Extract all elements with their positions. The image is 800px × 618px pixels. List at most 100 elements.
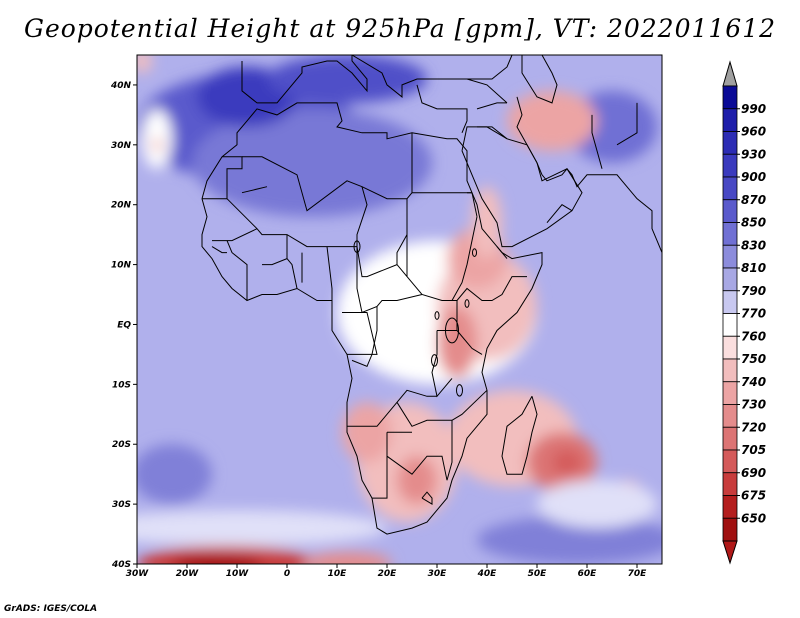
colorbar-swatch	[722, 517, 738, 542]
colorbar-swatch	[722, 244, 738, 269]
colorbar-label: 810	[741, 261, 766, 275]
lat-tick-label: 40S	[111, 560, 131, 570]
colorbar-label: 690	[741, 466, 766, 480]
colorbar-swatch	[722, 381, 738, 405]
country-border	[242, 132, 413, 212]
colorbar-swatch	[722, 426, 738, 451]
country-border	[516, 96, 528, 146]
field-cape-low	[302, 552, 392, 564]
colorbar-swatch	[722, 199, 738, 223]
chart-title: Geopotential Height at 925hPa [gpm], VT:…	[23, 14, 777, 43]
field-red-sea-low	[472, 186, 502, 259]
country-border	[211, 246, 227, 254]
country-border	[591, 114, 603, 169]
colorbar-label: 770	[741, 307, 766, 321]
country-border	[386, 432, 448, 481]
field-south-atlantic-low-core	[172, 555, 262, 564]
colorbar-label: 790	[741, 284, 766, 298]
colorbar-label: 900	[741, 170, 766, 184]
lat-tick-label: 10S	[112, 380, 131, 390]
colorbar-label: 740	[741, 375, 766, 389]
country-border	[496, 246, 508, 259]
arabia-coastline	[461, 126, 583, 248]
lake-outline	[353, 240, 361, 253]
colorbar-label: 650	[741, 511, 766, 525]
lat-axis: 40N 30N 20N 10N EQ 10S 20S 30S 40S	[110, 81, 137, 570]
field-sahara-high	[192, 108, 432, 217]
colorbar-label: 990	[741, 102, 766, 116]
lon-tick-label: 20E	[378, 569, 398, 579]
colorbar-swatch	[722, 313, 738, 337]
country-border	[396, 402, 453, 481]
levant-coastline	[416, 84, 468, 133]
colorbar-swatch	[722, 267, 738, 292]
lat-tick-label: 30S	[112, 500, 131, 510]
field-west-atlantic-high	[137, 444, 212, 505]
lon-tick-label: 30W	[126, 569, 150, 579]
country-border	[347, 389, 437, 427]
colorbar-label: 850	[741, 216, 766, 230]
field-canary-white	[142, 108, 172, 169]
lat-tick-label: 20S	[112, 440, 131, 450]
field-arabia-low	[507, 90, 597, 151]
colorbar-swatch	[722, 85, 738, 110]
field-contours	[137, 55, 662, 564]
country-border	[466, 78, 508, 104]
lat-tick-label: EQ	[117, 320, 131, 330]
colorbar-label: 870	[741, 193, 766, 207]
lat-tick-label: 10N	[111, 261, 132, 271]
africa-coastline	[201, 102, 543, 535]
field-nw-corner-low	[137, 55, 152, 73]
lake-outline	[472, 248, 477, 257]
colorbar-label: 720	[741, 420, 766, 434]
country-border	[546, 204, 573, 224]
lon-tick-label: 30E	[428, 569, 448, 579]
country-border	[326, 246, 333, 301]
colorbar-label: 675	[741, 489, 766, 503]
colorbar-swatch	[722, 176, 738, 201]
colorbar-swatch	[722, 290, 738, 314]
colorbar-swatch	[722, 404, 738, 428]
lon-tick-label: 10E	[328, 569, 348, 579]
europe-coastline	[241, 55, 513, 104]
colorbar-label: 760	[741, 329, 766, 343]
lake-outline	[464, 299, 470, 308]
colorbar-swatch	[722, 131, 738, 155]
credit-text: GrADS: IGES/COLA	[4, 604, 98, 614]
madagascar-coastline	[501, 396, 538, 475]
field-angola-low	[342, 402, 392, 463]
caspian-coastline	[521, 55, 558, 104]
colorbar: 990 960 930 900 870 850 830 810 790 770 760 750 740 7…	[722, 60, 766, 565]
country-border	[202, 156, 243, 200]
country-border	[286, 234, 298, 289]
colorbar-label: 705	[741, 443, 766, 457]
country-border	[451, 216, 478, 301]
lon-tick-label: 70E	[628, 569, 648, 579]
lon-tick-label: 20W	[176, 569, 200, 579]
gulf-coastline	[526, 144, 662, 253]
field-madagascar-core	[552, 450, 582, 475]
country-border	[431, 330, 453, 398]
field-mediterranean-high	[267, 55, 427, 103]
lon-tick-label: 0	[284, 569, 290, 579]
colorbar-label: 960	[741, 125, 766, 139]
lake-outline	[445, 317, 459, 344]
lake-outline	[431, 354, 438, 367]
colorbar-swatch	[722, 495, 738, 519]
field-canary-low	[152, 138, 162, 151]
country-border	[456, 330, 483, 355]
colorbar-swatch	[722, 222, 738, 246]
colorbar-label: 830	[741, 238, 766, 252]
colorbar-swatch	[722, 449, 738, 474]
lat-tick-label: 40N	[110, 81, 132, 91]
colorbar-label: 730	[741, 398, 766, 412]
lake-outline	[434, 311, 440, 320]
country-border	[351, 306, 378, 368]
lat-tick-label: 30N	[111, 141, 132, 151]
lon-tick-label: 40E	[477, 569, 498, 579]
country-outlines	[201, 55, 662, 535]
colorbar-swatch	[722, 358, 738, 383]
country-border	[262, 258, 288, 266]
country-border	[241, 186, 268, 194]
